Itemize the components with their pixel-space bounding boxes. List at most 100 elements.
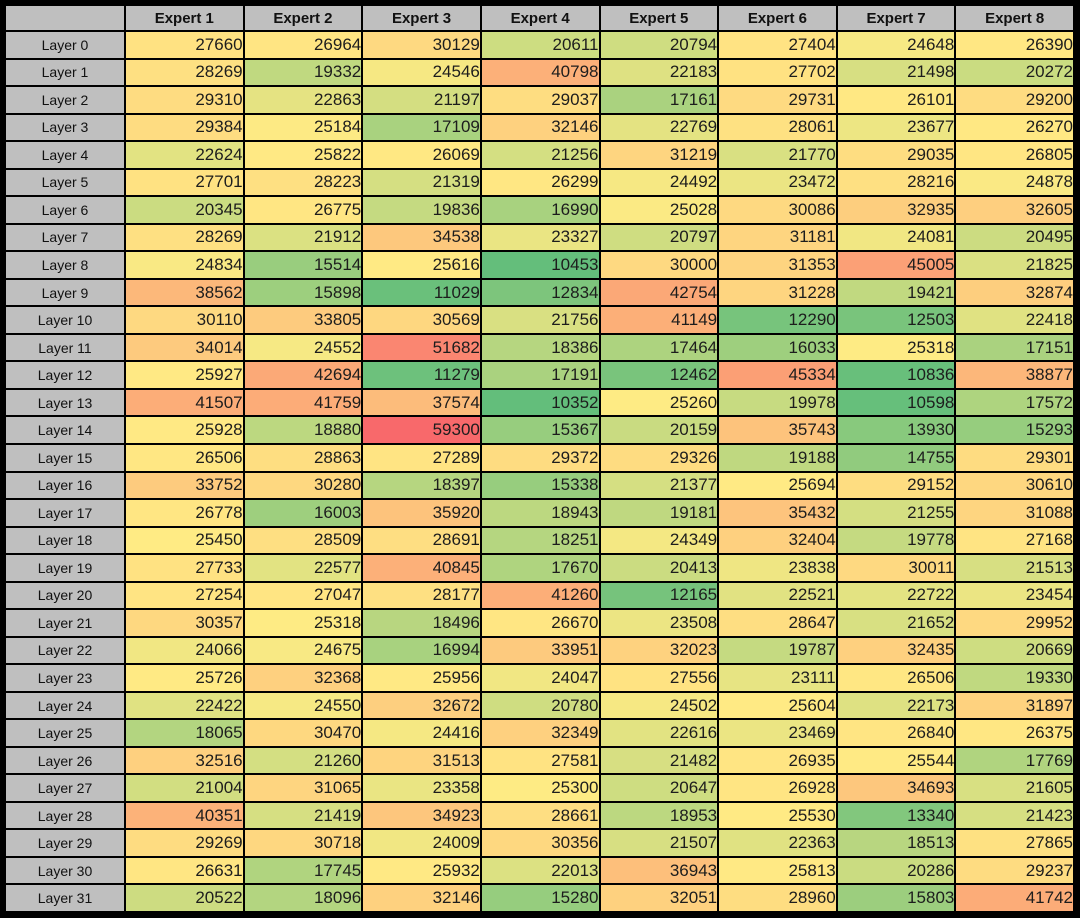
heatmap-row-layer-6: Layer 6 20345 26775 19836 16990 25028 30086 329…: [4, 195, 1075, 225]
heatmap-row-layer-14: Layer 14 25928 18880 59300 15367 20159 35743 13…: [4, 415, 1075, 445]
column-header-expert-4: Expert 4: [479, 4, 601, 32]
heatmap-cell: 28177: [361, 580, 482, 611]
heatmap-cell: 26928: [717, 773, 838, 803]
heatmap-cell: 22422: [124, 690, 245, 721]
heatmap-cell: 24648: [835, 30, 957, 60]
heatmap-cell: 15803: [835, 883, 957, 913]
heatmap-cell: 19978: [717, 387, 838, 418]
heatmap-cell: 18943: [479, 498, 601, 528]
heatmap-cell: 25822: [242, 140, 364, 170]
heatmap-row-layer-27: Layer 27 21004 31065 23358 25300 20647 26928 34…: [4, 773, 1075, 803]
heatmap-cell: 30470: [242, 718, 364, 748]
heatmap-cell: 29269: [124, 828, 245, 858]
heatmap-cell: 18096: [242, 883, 364, 913]
heatmap-cell: 17191: [479, 360, 601, 390]
heatmap-cell: 26964: [242, 30, 364, 60]
heatmap-row-layer-4: Layer 4 22624 25822 26069 21256 31219 21770 290…: [4, 140, 1075, 170]
heatmap-cell: 32874: [954, 277, 1075, 308]
heatmap-cell: 15898: [242, 277, 364, 308]
heatmap-cell: 18880: [242, 415, 364, 445]
heatmap-cell: 25544: [835, 745, 957, 776]
heatmap-cell: 31897: [954, 690, 1075, 721]
heatmap-cell: 21482: [598, 745, 720, 776]
heatmap-cell: 23327: [479, 222, 601, 253]
row-header-layer-4: Layer 4: [4, 140, 126, 170]
heatmap-cell: 32605: [954, 195, 1075, 225]
heatmap-cell: 22183: [598, 57, 720, 88]
heatmap-cell: 25927: [124, 360, 245, 390]
corner-cell: [4, 4, 126, 32]
heatmap-cell: 24550: [242, 690, 364, 721]
heatmap-cell: 25932: [361, 855, 482, 886]
column-header-expert-5: Expert 5: [598, 4, 720, 32]
heatmap-cell: 15367: [479, 415, 601, 445]
heatmap-cell: 22521: [717, 580, 838, 611]
heatmap-cell: 20495: [954, 222, 1075, 253]
heatmap-cell: 32146: [361, 883, 482, 913]
heatmap-cell: 10598: [835, 387, 957, 418]
heatmap-cell: 21770: [717, 140, 838, 170]
heatmap-cell: 23677: [835, 112, 957, 143]
heatmap-cell: 16994: [361, 635, 482, 666]
heatmap-row-layer-9: Layer 9 38562 15898 11029 12834 42754 31228 194…: [4, 277, 1075, 308]
heatmap-cell: 40845: [361, 553, 482, 583]
heatmap-cell: 23838: [717, 553, 838, 583]
heatmap-cell: 29035: [835, 140, 957, 170]
heatmap-cell: 41759: [242, 387, 364, 418]
heatmap-cell: 24834: [124, 250, 245, 280]
heatmap-cell: 35743: [717, 415, 838, 445]
heatmap-cell: 19181: [598, 498, 720, 528]
heatmap-row-layer-26: Layer 26 32516 21260 31513 27581 21482 26935 25…: [4, 745, 1075, 776]
heatmap-table: Expert 1 Expert 2 Expert 3 Expert 4 Expert 5…: [4, 4, 1075, 913]
heatmap-cell: 19836: [361, 195, 482, 225]
heatmap-cell: 42754: [598, 277, 720, 308]
heatmap-cell: 12165: [598, 580, 720, 611]
heatmap-row-layer-21: Layer 21 30357 25318 18496 26670 23508 28647 21…: [4, 608, 1075, 638]
heatmap-cell: 20286: [835, 855, 957, 886]
heatmap-cell: 28647: [717, 608, 838, 638]
row-header-layer-22: Layer 22: [4, 635, 126, 666]
heatmap-cell: 25318: [242, 608, 364, 638]
row-header-layer-24: Layer 24: [4, 690, 126, 721]
heatmap-cell: 26270: [954, 112, 1075, 143]
heatmap-cell: 25184: [242, 112, 364, 143]
heatmap-cell: 23472: [717, 167, 838, 198]
heatmap-cell: 33805: [242, 305, 364, 335]
heatmap-cell: 24492: [598, 167, 720, 198]
heatmap-cell: 23111: [717, 663, 838, 693]
heatmap-cell: 25604: [717, 690, 838, 721]
heatmap-cell: 31181: [717, 222, 838, 253]
heatmap-cell: 18251: [479, 525, 601, 556]
heatmap-cell: 18953: [598, 800, 720, 831]
heatmap-row-layer-28: Layer 28 40351 21419 34923 28661 18953 25530 13…: [4, 800, 1075, 831]
row-header-layer-17: Layer 17: [4, 498, 126, 528]
heatmap-cell: 30610: [954, 470, 1075, 501]
heatmap-cell: 29731: [717, 85, 838, 115]
column-header-expert-7: Expert 7: [835, 4, 957, 32]
heatmap-cell: 31088: [954, 498, 1075, 528]
heatmap-cell: 25530: [717, 800, 838, 831]
heatmap-cell: 26506: [124, 442, 245, 473]
row-header-layer-10: Layer 10: [4, 305, 126, 335]
row-header-layer-0: Layer 0: [4, 30, 126, 60]
heatmap-cell: 30280: [242, 470, 364, 501]
heatmap-cell: 29372: [479, 442, 601, 473]
heatmap-row-layer-2: Layer 2 29310 22863 21197 29037 17161 29731 261…: [4, 85, 1075, 115]
heatmap-cell: 27556: [598, 663, 720, 693]
heatmap-cell: 19188: [717, 442, 838, 473]
heatmap-cell: 27865: [954, 828, 1075, 858]
heatmap-cell: 26299: [479, 167, 601, 198]
heatmap-cell: 25450: [124, 525, 245, 556]
heatmap-cell: 26101: [835, 85, 957, 115]
heatmap-cell: 21756: [479, 305, 601, 335]
heatmap-cell: 17572: [954, 387, 1075, 418]
heatmap-cell: 15293: [954, 415, 1075, 445]
heatmap-row-layer-13: Layer 13 41507 41759 37574 10352 25260 19978 10…: [4, 387, 1075, 418]
heatmap-cell: 27660: [124, 30, 245, 60]
heatmap-cell: 12834: [479, 277, 601, 308]
heatmap-cell: 40351: [124, 800, 245, 831]
heatmap-cell: 21260: [242, 745, 364, 776]
heatmap-cell: 22722: [835, 580, 957, 611]
heatmap-cell: 28061: [717, 112, 838, 143]
heatmap-cell: 28269: [124, 222, 245, 253]
